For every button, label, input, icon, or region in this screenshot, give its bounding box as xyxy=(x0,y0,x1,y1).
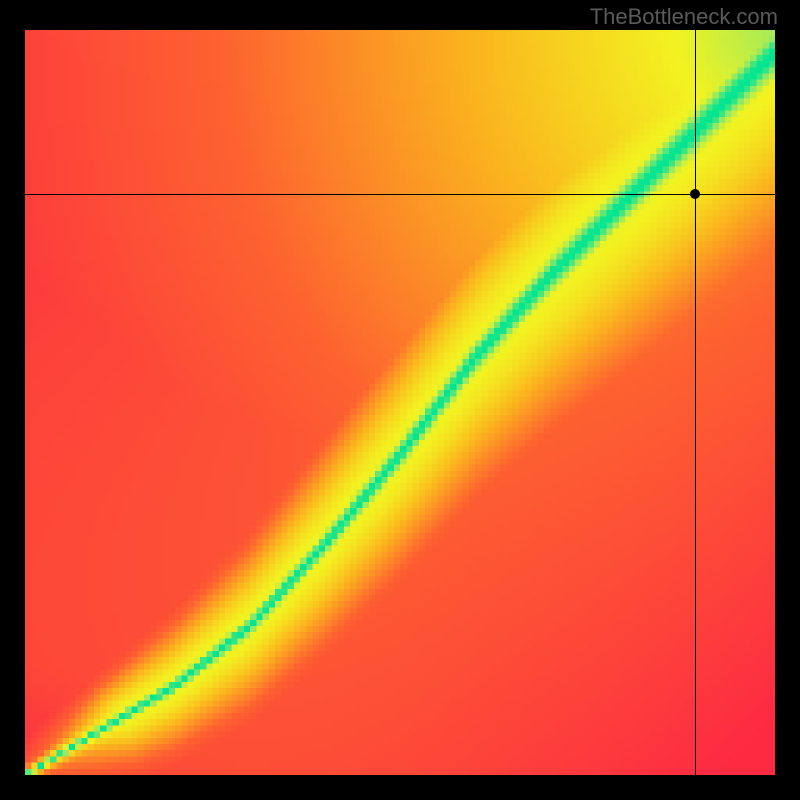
chart-container: TheBottleneck.com xyxy=(0,0,800,800)
crosshair-horizontal xyxy=(0,194,800,195)
crosshair-marker xyxy=(690,189,700,199)
bottleneck-heatmap xyxy=(25,30,775,775)
watermark-text: TheBottleneck.com xyxy=(590,4,778,30)
crosshair-vertical xyxy=(695,30,696,775)
